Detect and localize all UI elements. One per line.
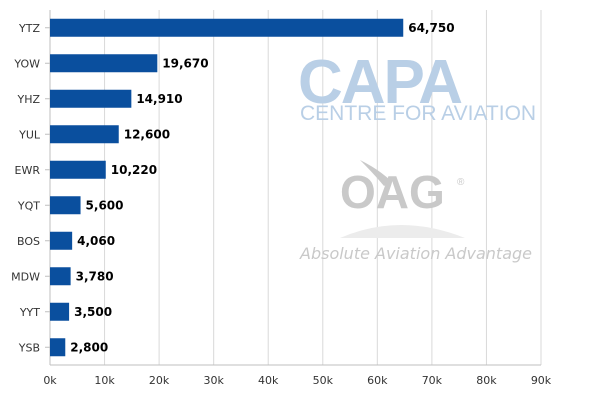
x-tick-label: 0k [43,374,57,387]
bar-value-label: 3,780 [76,269,114,283]
x-tick-label: 90k [531,374,552,387]
data-labels: YTZ 64,750 YOW 19,670 YHZ 14,910 YUL 12,600 EWR 1… [11,21,454,355]
bar-value-label: 12,600 [124,127,170,141]
x-tick-label: 40k [258,374,279,387]
x-tick-label: 80k [476,374,497,387]
x-tick-label: 20k [149,374,170,387]
y-category-label: YYT [19,306,40,319]
y-category-label: YHZ [16,93,40,106]
oag-tagline-watermark: Absolute Aviation Advantage [299,244,532,263]
y-category-label: BOS [17,235,40,248]
x-tick-label: 10k [94,374,115,387]
y-category-label: MDW [11,270,40,283]
y-category-label: YOW [13,57,40,70]
bar-ewr [50,160,106,179]
bar-ysb [50,338,66,357]
oag-swoosh-icon [360,160,392,186]
capa-logo-watermark: CAPA [298,48,462,117]
x-tick-label: 70k [422,374,443,387]
oag-wing-icon [340,225,465,238]
watermarks: CAPA CENTRE FOR AVIATION OAG ® Absolute … [298,48,536,263]
bar-yqt [50,196,81,215]
bar-mdw [50,267,71,286]
x-tick-label: 60k [367,374,388,387]
grid-lines [104,10,542,365]
y-category-label: YTZ [18,22,40,35]
oag-logo-watermark: OAG [340,166,445,218]
bar-yhz [50,89,132,108]
bar-yow [50,54,158,73]
bar-yul [50,125,119,144]
bar-ytz [50,18,404,37]
bar-value-label: 14,910 [136,92,182,106]
capa-subtitle-watermark: CENTRE FOR AVIATION [300,102,536,125]
x-tick-label: 50k [313,374,334,387]
bar-value-label: 64,750 [408,21,454,35]
bar-value-label: 19,670 [162,56,208,70]
bar-value-label: 3,500 [74,305,112,319]
bar-bos [50,231,73,250]
y-category-label: EWR [15,164,41,177]
bar-value-label: 10,220 [111,163,157,177]
y-category-label: YQT [17,199,40,212]
y-category-label: YSB [18,341,40,354]
x-tick-label: 30k [203,374,224,387]
oag-registered-mark: ® [457,177,465,188]
bar-value-label: 5,600 [86,198,124,212]
bar-value-label: 4,060 [77,234,115,248]
bar-value-label: 2,800 [70,340,108,354]
y-category-label: YUL [18,128,41,141]
bars [50,18,404,357]
bar-yyt [50,302,70,321]
